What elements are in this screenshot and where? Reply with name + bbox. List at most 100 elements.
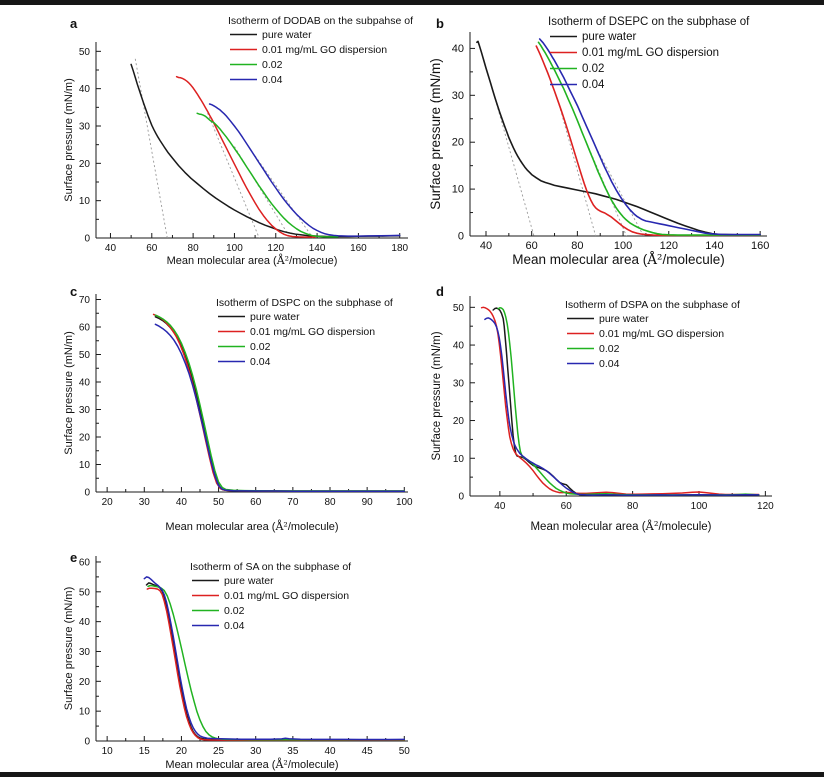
chart-a: 40 60 80 100 120 140 160 180 0 10 20 30 40 50 Isotherm… [58, 8, 424, 277]
x-tick-label: 50 [399, 746, 411, 757]
series-pure-water [476, 40, 761, 236]
series-0-01-mg-ml-go-dispersion [535, 45, 761, 237]
series-0-01-mg-ml-go-dispersion [175, 75, 316, 238]
y-tick-label: 0 [458, 492, 464, 503]
isotherm-chart-c: 20 30 40 50 60 70 80 90 100 0 10 20 30 40 50 60 70 Isothe… [63, 294, 413, 533]
legend-entry-label: 0.04 [250, 356, 271, 368]
x-tick-label: 120 [757, 501, 774, 512]
y-axis-label: Surface pressure (mN/m) [63, 331, 75, 454]
legend-entry-label: 0.01 mg/mL GO dispersion [582, 47, 719, 59]
x-tick-label: 160 [751, 240, 769, 252]
x-tick-label: 20 [102, 497, 114, 508]
y-tick-label: 40 [453, 341, 465, 352]
chart-e: 10 15 20 25 30 35 40 45 50 0 10 20 30 40 50 60 Isotherm … [58, 542, 424, 777]
y-tick-label: 20 [452, 137, 464, 149]
series-pure-water [145, 582, 406, 741]
y-tick-label: 0 [458, 231, 464, 243]
x-tick-label: 40 [494, 501, 506, 512]
y-tick-label: 10 [79, 707, 91, 718]
series-0-02 [147, 584, 406, 741]
x-tick-label: 100 [691, 501, 708, 512]
x-tick-label: 100 [226, 243, 243, 254]
y-axis-label: Surface pressure (mN/m) [63, 587, 75, 710]
series-0-04 [154, 323, 406, 492]
chart-d: 40 60 80 100 120 0 10 20 30 40 50 Isotherm of DSPA … [426, 276, 822, 543]
legend-entry-label: 0.04 [224, 620, 245, 632]
y-tick-label: 40 [452, 43, 464, 55]
legend-title: Isotherm of DSEPC on the subphase of [548, 16, 750, 28]
series-0-04 [538, 38, 761, 236]
x-tick-label: 160 [350, 243, 367, 254]
legend-entry-label: 0.02 [582, 63, 604, 75]
panel-a: a 40 60 80 100 120 140 160 180 0 10 20 30 40 50 Isothe… [58, 8, 424, 272]
y-tick-label: 10 [452, 184, 464, 196]
y-tick-label: 30 [452, 90, 464, 102]
legend-title: Isotherm of DODAB on the subpahse of [228, 15, 413, 27]
x-tick-label: 30 [250, 746, 262, 757]
y-tick-label: 20 [79, 677, 91, 688]
legend-entry-label: 0.04 [582, 79, 605, 91]
y-axis-label: Surface pressure (mN/m) [63, 78, 75, 201]
panel-label-d: d [436, 284, 444, 299]
y-tick-label: 30 [79, 405, 91, 416]
x-tick-label: 60 [526, 240, 538, 252]
x-tick-label: 120 [660, 240, 678, 252]
legend-entry-label: 0.02 [262, 59, 283, 71]
x-tick-label: 20 [176, 746, 188, 757]
isotherm-chart-d: 40 60 80 100 120 0 10 20 30 40 50 Isotherm of DSPA … [431, 296, 774, 533]
chart-b: 40 60 80 100 120 140 160 0 10 20 30 40 Isotherm of D… [426, 8, 822, 277]
legend-entry-label: pure water [582, 31, 637, 43]
legend-title: Isotherm of DSPA on the subphase of [565, 299, 740, 311]
legend-entry-label: pure water [224, 575, 274, 587]
legend-entry-label: 0.01 mg/mL GO dispersion [224, 590, 349, 602]
y-tick-label: 50 [79, 47, 91, 58]
x-tick-label: 45 [362, 746, 374, 757]
x-tick-label: 80 [627, 501, 639, 512]
y-tick-label: 0 [84, 488, 90, 499]
x-axis-label: Mean molecular area (Å²/molecule) [165, 519, 338, 533]
series-0-04 [143, 576, 406, 741]
legend-entry-label: 0.02 [250, 341, 271, 353]
x-tick-label: 60 [146, 243, 158, 254]
dashed-extrapolation-line [595, 146, 645, 237]
y-tick-label: 40 [79, 84, 91, 95]
series-0-02 [154, 314, 406, 492]
isotherm-chart-a: 40 60 80 100 120 140 160 180 0 10 20 30 40 50 Isotherm… [63, 15, 413, 267]
panel-b: b 40 60 80 100 120 140 160 0 10 20 30 40 Isotherm of… [426, 8, 822, 272]
y-tick-label: 30 [79, 122, 91, 133]
panel-label-e: e [70, 550, 78, 565]
dashed-extrapolation-line [207, 112, 260, 239]
x-tick-label: 80 [324, 497, 336, 508]
y-axis-label: Surface pressure (mN/m) [428, 58, 443, 210]
legend-entry-label: 0.04 [262, 74, 283, 86]
x-tick-label: 40 [176, 497, 188, 508]
x-tick-label: 60 [250, 497, 262, 508]
panel-label-a: a [70, 16, 78, 31]
x-axis-label: Mean molecular area (Å²/molecule) [165, 757, 338, 771]
y-tick-label: 50 [79, 587, 91, 598]
legend-title: Isotherm of DSPC on the subphase of [216, 297, 393, 309]
top-border-bar [0, 0, 824, 5]
series-0-01-mg-ml-go-dispersion [480, 306, 760, 496]
x-tick-label: 80 [571, 240, 583, 252]
y-tick-label: 20 [453, 416, 465, 427]
x-tick-label: 40 [324, 746, 336, 757]
y-tick-label: 30 [453, 378, 465, 389]
y-tick-label: 70 [79, 295, 91, 306]
panel-label-b: b [436, 16, 444, 31]
x-tick-label: 100 [396, 497, 413, 508]
y-tick-label: 40 [79, 378, 91, 389]
legend-entry-label: 0.01 mg/mL GO dispersion [250, 326, 375, 338]
y-tick-label: 0 [84, 737, 90, 748]
y-tick-label: 20 [79, 159, 91, 170]
series-0-01-mg-ml-go-dispersion [146, 587, 406, 741]
panel-d: d 40 60 80 100 120 0 10 20 30 40 50 Isotherm of DSP… [426, 276, 822, 538]
y-tick-label: 60 [79, 323, 91, 334]
x-tick-label: 40 [480, 240, 492, 252]
series-pure-water [154, 316, 406, 492]
y-tick-label: 30 [79, 647, 91, 658]
x-axis-label: Mean molecular area (Å²/molecule) [512, 252, 725, 268]
x-tick-label: 25 [213, 746, 225, 757]
legend-entry-label: pure water [599, 313, 649, 325]
panel-e: e 10 15 20 25 30 35 40 45 50 0 10 20 30 40 50 60 Isother… [58, 542, 424, 776]
